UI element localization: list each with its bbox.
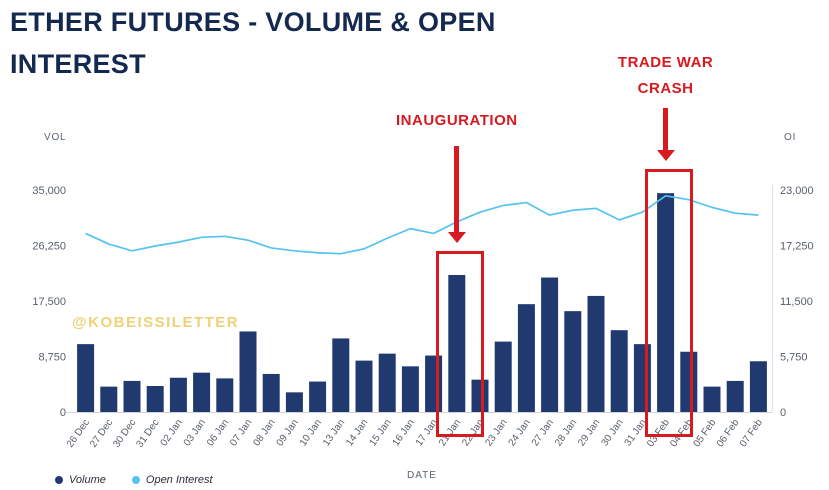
svg-text:27 Dec: 27 Dec	[88, 417, 115, 449]
right-axis-title: OI	[784, 132, 797, 143]
svg-text:35,000: 35,000	[32, 185, 66, 197]
legend-item-open-interest: Open Interest	[131, 474, 213, 486]
annotation-highlight-box	[435, 250, 484, 437]
legend: Volume Open Interest	[55, 474, 213, 486]
svg-text:26 Dec: 26 Dec	[65, 417, 92, 449]
svg-text:0: 0	[60, 407, 66, 419]
svg-text:16 Jan: 16 Jan	[391, 417, 417, 448]
svg-text:17,250: 17,250	[780, 241, 814, 253]
svg-text:30 Dec: 30 Dec	[111, 417, 138, 449]
legend-label-open-interest: Open Interest	[145, 474, 213, 486]
arrow-head	[656, 150, 675, 162]
svg-text:24 Jan: 24 Jan	[507, 417, 533, 448]
svg-text:29 Jan: 29 Jan	[576, 417, 602, 448]
svg-text:06 Feb: 06 Feb	[715, 417, 742, 449]
svg-text:07 Jan: 07 Jan	[228, 417, 254, 448]
arrow-down-icon	[656, 108, 675, 162]
svg-text:02 Jan: 02 Jan	[159, 417, 185, 448]
annotation-highlight-box	[644, 169, 693, 437]
svg-text:10 Jan: 10 Jan	[298, 417, 324, 448]
svg-text:17,500: 17,500	[32, 296, 66, 308]
svg-text:31 Dec: 31 Dec	[134, 417, 161, 449]
svg-text:09 Jan: 09 Jan	[275, 417, 301, 448]
svg-text:13 Jan: 13 Jan	[321, 417, 347, 448]
page-title: ETHER FUTURES - VOLUME & OPEN INTEREST	[10, 7, 496, 79]
arrow-head	[447, 231, 466, 243]
svg-text:08 Jan: 08 Jan	[251, 417, 277, 448]
open-interest-swatch-icon	[131, 476, 140, 484]
arrow-down-icon	[447, 146, 466, 243]
watermark: @KOBEISSILETTER	[72, 314, 240, 331]
svg-text:07 Feb: 07 Feb	[738, 417, 765, 449]
arrow-shaft	[454, 146, 460, 232]
svg-text:11,500: 11,500	[780, 296, 813, 308]
x-axis-title: DATE	[407, 470, 437, 481]
volume-swatch-icon	[55, 476, 63, 484]
legend-item-volume: Volume	[55, 474, 106, 486]
legend-label-volume: Volume	[69, 474, 106, 486]
svg-text:26,250: 26,250	[32, 241, 66, 253]
svg-text:15 Jan: 15 Jan	[367, 417, 393, 448]
svg-text:23 Jan: 23 Jan	[483, 417, 509, 448]
annotation-inauguration-label: INAUGURATION	[396, 112, 518, 129]
svg-text:8,750: 8,750	[38, 352, 66, 364]
svg-text:06 Jan: 06 Jan	[205, 417, 231, 448]
svg-text:5,750: 5,750	[780, 352, 808, 364]
svg-text:30 Jan: 30 Jan	[599, 417, 625, 448]
svg-text:0: 0	[780, 407, 786, 419]
svg-text:27 Jan: 27 Jan	[530, 417, 556, 448]
svg-text:28 Jan: 28 Jan	[553, 417, 579, 448]
svg-text:05 Feb: 05 Feb	[692, 417, 719, 449]
svg-text:14 Jan: 14 Jan	[344, 417, 370, 448]
arrow-shaft	[663, 108, 669, 151]
left-axis-title: VOL	[44, 132, 67, 143]
svg-text:23,000: 23,000	[780, 185, 814, 197]
svg-text:03 Jan: 03 Jan	[182, 417, 208, 448]
annotation-trade-war-crash-label: TRADE WAR CRASH	[617, 54, 714, 97]
